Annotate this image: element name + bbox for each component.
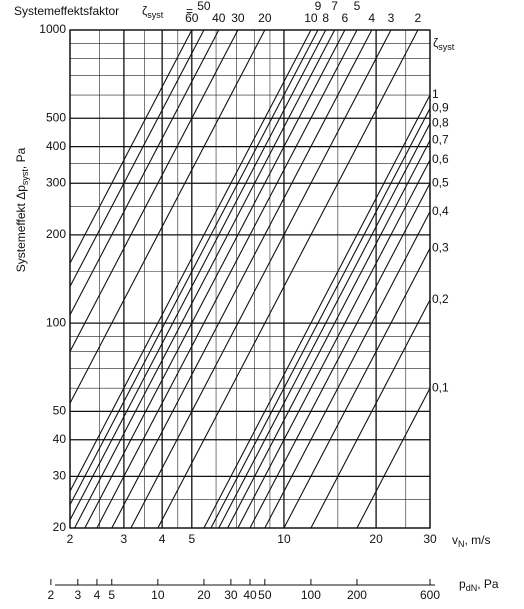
series-label: 30: [231, 11, 245, 25]
x2-axis-label-sub: dN: [466, 583, 478, 593]
series-label: 20: [258, 11, 272, 25]
legend-label-main: ζ: [433, 36, 439, 50]
series-label: 0,6: [432, 152, 449, 166]
series-label: 40: [212, 11, 226, 25]
series-label: 0,1: [432, 380, 449, 394]
series-label: 1: [432, 87, 439, 101]
series-line: [84, 29, 346, 529]
series-line: [69, 29, 193, 264]
x2-tick-label: 100: [301, 588, 321, 602]
chart-title: Systemeffektsfaktor: [14, 4, 119, 18]
series-label: 6: [342, 11, 349, 25]
series-label: 0,2: [432, 292, 449, 306]
x-axis-label: vN, m/s: [452, 533, 491, 549]
series-line: [69, 29, 312, 492]
zeta-label-main: ζ: [142, 4, 148, 18]
series-line: [69, 29, 266, 404]
y-tick-label: 300: [46, 175, 66, 189]
y-tick-label: 50: [53, 404, 67, 418]
series-label: 50: [197, 0, 211, 13]
x-axis-label-main: v: [452, 533, 458, 547]
series-label: 0,8: [432, 116, 449, 130]
x2-tick-label: 40: [243, 588, 257, 602]
x2-tick-label: 5: [108, 588, 115, 602]
y-tick-label: 30: [53, 469, 67, 483]
series-label: 5: [354, 0, 361, 13]
x-tick-label: 10: [277, 532, 291, 546]
x2-axis-label: pdN, Pa: [459, 577, 499, 593]
series-line: [130, 29, 392, 529]
x2-axis-label-main: p: [459, 577, 466, 591]
y-tick-label: 20: [53, 520, 67, 534]
plot-frame: [69, 29, 431, 529]
series-line: [227, 140, 431, 529]
series-label: 0,3: [432, 240, 449, 254]
x-tick-label: 4: [159, 532, 166, 546]
series-line: [210, 108, 431, 529]
x-tick-label: 5: [188, 532, 195, 546]
series-line: [203, 94, 431, 529]
x2-tick-label: 50: [258, 588, 272, 602]
y-axis-label-main: Systemeffekt Δp: [14, 185, 28, 272]
series-line: [69, 29, 239, 352]
series-label: 0,7: [432, 133, 449, 147]
x2-tick-label: 10: [151, 588, 165, 602]
y-tick-label: 500: [46, 110, 66, 124]
x-tick-label: 2: [67, 532, 74, 546]
y-axis-label-unit: , Pa: [14, 147, 28, 169]
x2-tick-label: 600: [420, 588, 440, 602]
series-label: 8: [322, 11, 329, 25]
series-line: [69, 29, 220, 316]
series-line: [157, 29, 419, 529]
series-line: [249, 183, 431, 529]
series-label: 0,4: [432, 204, 449, 218]
y-tick-label: 100: [46, 315, 66, 329]
series-line: [111, 29, 373, 529]
y-tick-label: 1000: [39, 22, 66, 36]
legend-label: ζsyst: [433, 36, 455, 52]
series-line: [74, 29, 336, 529]
series-line: [69, 29, 205, 287]
x2-tick-label: 3: [74, 588, 81, 602]
series-line: [356, 387, 431, 529]
x-tick-label: 20: [369, 532, 383, 546]
series-label: 4: [368, 11, 375, 25]
x2-tick-label: 200: [347, 588, 367, 602]
series-line: [96, 29, 358, 529]
x2-tick-label: 30: [224, 588, 238, 602]
series-label: 0,9: [432, 101, 449, 115]
series-line: [237, 159, 431, 529]
x2-axis-label-unit: , Pa: [477, 577, 499, 591]
zeta-eq: =: [186, 4, 193, 18]
y-tick-label: 40: [53, 432, 67, 446]
series-label: 2: [415, 11, 422, 25]
y-tick-label: 200: [46, 227, 66, 241]
series-label: 3: [388, 11, 395, 25]
series-label: 0,5: [432, 175, 449, 189]
x2-tick-label: 4: [94, 588, 101, 602]
series-line: [69, 29, 327, 521]
x2-tick-label: 2: [48, 588, 55, 602]
series-label: 60: [185, 11, 199, 25]
x-axis-label-unit: , m/s: [465, 533, 491, 547]
x-tick-label: 30: [423, 532, 437, 546]
series-line: [218, 123, 431, 529]
series-line: [310, 299, 431, 529]
y-tick-label: 400: [46, 139, 66, 153]
series-label: 10: [304, 11, 318, 25]
series-line: [264, 211, 431, 529]
x-axis-label-sub: N: [458, 539, 465, 549]
y-axis-label: Systemeffekt Δpsyst, Pa: [14, 147, 30, 272]
x-tick-label: 3: [121, 532, 128, 546]
x2-tick-label: 20: [197, 588, 211, 602]
series-line: [283, 248, 431, 529]
series-line: [69, 29, 319, 506]
legend-label-sub: syst: [438, 42, 455, 52]
y-axis-label-sub: syst: [20, 169, 30, 186]
series-label: 9: [315, 0, 322, 13]
series-label: 7: [331, 0, 338, 13]
zeta-label-sub: syst: [147, 10, 164, 20]
zeta-label: ζsyst: [142, 4, 164, 20]
